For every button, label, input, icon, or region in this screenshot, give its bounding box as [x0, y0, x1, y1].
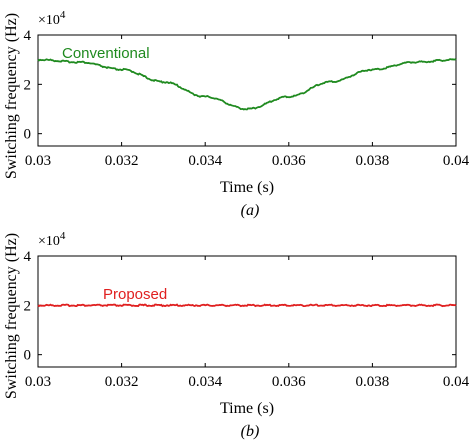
y-axis-label-b: Switching frequency (Hz) [3, 233, 20, 399]
x-tick-label: 0.034 [188, 374, 222, 390]
x-tick-label: 0.036 [272, 153, 306, 169]
x-tick-label: 0.038 [356, 153, 390, 169]
x-ticks-a: 0.03 0.032 0.034 0.036 0.038 0.04 [25, 35, 470, 169]
y-multiplier-b: ×104 [38, 230, 66, 249]
x-tick-label: 0.04 [443, 153, 470, 169]
y-axis-label-a: Switching frequency (Hz) [3, 13, 20, 179]
y-tick-label: 2 [24, 77, 32, 93]
x-tick-label: 0.036 [272, 374, 306, 390]
y-tick-label: 4 [24, 249, 32, 265]
x-tick-label: 0.032 [105, 153, 139, 169]
x-tick-label: 0.03 [25, 153, 51, 169]
panel-b: 0.03 0.032 0.034 0.036 0.038 0.04 0 2 4 Propose… [3, 230, 470, 440]
x-tick-label: 0.038 [356, 374, 390, 390]
y-tick-label: 0 [24, 127, 32, 143]
x-tick-label: 0.032 [105, 374, 139, 390]
x-axis-label-a: Time (s) [220, 179, 274, 196]
plot-frame-b [37, 255, 457, 368]
y-tick-label: 4 [24, 28, 32, 44]
subfigure-label-b: (b) [241, 423, 260, 440]
series-line-proposed [37, 303, 457, 308]
x-tick-label: 0.04 [443, 374, 470, 390]
y-multiplier-a: ×104 [38, 9, 66, 28]
subfigure-label-a: (a) [241, 202, 260, 219]
x-tick-label: 0.034 [188, 153, 222, 169]
y-tick-label: 0 [24, 348, 32, 364]
x-ticks-b: 0.03 0.032 0.034 0.036 0.038 0.04 [25, 256, 470, 390]
series-label-proposed: Proposed [103, 286, 167, 303]
series-label-conventional: Conventional [62, 45, 150, 62]
y-ticks-a: 0 2 4 [24, 28, 456, 143]
x-tick-label: 0.03 [25, 374, 51, 390]
panel-a: 0.03 0.032 0.034 0.036 0.038 0.04 0 2 4 Convent… [3, 9, 470, 219]
series-line-conventional [37, 58, 457, 111]
x-axis-label-b: Time (s) [220, 400, 274, 417]
y-tick-label: 2 [24, 298, 32, 314]
plot-frame-a [37, 34, 457, 147]
